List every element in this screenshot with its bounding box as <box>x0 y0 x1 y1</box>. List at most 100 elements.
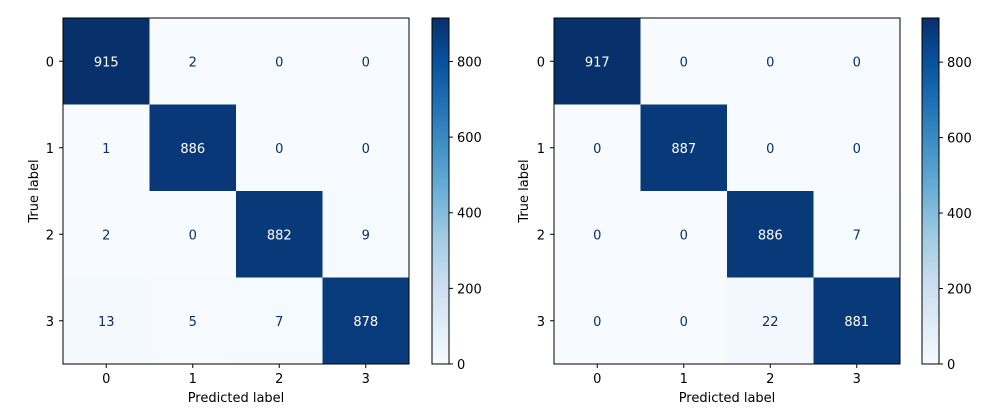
cell-value-r2-c0: 2 <box>102 228 110 243</box>
colorbar-tick-label: 200 <box>457 282 482 297</box>
x-axis-label: Predicted label <box>188 391 285 406</box>
cell-r0-c2 <box>236 18 323 105</box>
cell-r3-c0 <box>554 277 641 365</box>
colorbar-ticks: 0 200 400 600 800 <box>449 55 482 373</box>
y-ticks: 0 1 2 3 <box>46 55 63 330</box>
colorbar-tick-label: 0 <box>947 358 955 373</box>
cell-value-r1-c3: 0 <box>853 142 861 157</box>
x-tick-label: 1 <box>189 372 197 387</box>
matrix-cells: 915 2 0 0 1 886 0 0 2 0 882 9 13 5 7 878 <box>63 18 410 365</box>
y-tick-label: 0 <box>537 55 545 70</box>
cell-r1-c0 <box>63 104 150 192</box>
cell-value-r3-c1: 5 <box>189 315 197 330</box>
cell-r2-c0 <box>63 191 150 278</box>
x-ticks: 0 1 2 3 <box>593 364 861 387</box>
x-tick-label: 0 <box>593 372 601 387</box>
colorbar-tick-label: 400 <box>947 207 972 222</box>
x-tick-label: 0 <box>102 372 110 387</box>
colorbar-ticks: 0 200 400 600 800 <box>939 56 972 373</box>
cell-value-r1-c3: 0 <box>362 142 370 157</box>
x-tick-label: 3 <box>362 372 370 387</box>
y-axis-label: True label <box>27 159 42 223</box>
cell-r0-c1 <box>640 18 728 105</box>
colorbar-tick-label: 800 <box>947 56 972 71</box>
cell-value-r0-c0: 917 <box>585 55 610 70</box>
cell-r0-c3 <box>322 18 410 105</box>
colorbar-tick-label: 600 <box>457 131 482 146</box>
cell-value-r3-c0: 13 <box>98 315 115 330</box>
x-tick-label: 2 <box>275 372 283 387</box>
cell-r3-c3 <box>322 277 410 365</box>
colorbar: 0 200 400 600 800 <box>921 17 972 373</box>
matrix-frame <box>553 17 901 365</box>
y-tick-label: 1 <box>537 142 545 157</box>
y-axis-label: True label <box>517 159 532 223</box>
cell-value-r0-c1: 0 <box>680 55 688 70</box>
cell-r1-c2 <box>727 104 814 192</box>
cell-r2-c2 <box>727 191 814 278</box>
colorbar-tick-label: 600 <box>947 132 972 147</box>
cell-value-r0-c1: 2 <box>189 55 197 70</box>
cell-r2-c3 <box>322 191 410 278</box>
cell-value-r0-c3: 0 <box>853 55 861 70</box>
colorbar-tick-label: 800 <box>457 55 482 70</box>
cell-r2-c2 <box>236 191 323 278</box>
cell-value-r2-c1: 0 <box>680 228 688 243</box>
colorbar-tick-label: 400 <box>457 207 482 222</box>
cell-r0-c2 <box>727 18 814 105</box>
cell-r3-c1 <box>149 277 237 365</box>
cell-value-r1-c2: 0 <box>275 142 283 157</box>
cell-r1-c1 <box>149 104 237 192</box>
y-tick-label: 0 <box>46 55 54 70</box>
cell-value-r1-c0: 1 <box>102 142 110 157</box>
cell-value-r1-c1: 886 <box>180 142 205 157</box>
colorbar-gradient <box>431 17 450 365</box>
matrix-cells: 917 0 0 0 0 887 0 0 0 0 886 7 0 0 22 881 <box>554 18 901 365</box>
cell-r1-c3 <box>813 104 901 192</box>
cell-r3-c3 <box>813 277 901 365</box>
cell-r1-c2 <box>236 104 323 192</box>
cell-value-r0-c0: 915 <box>94 55 119 70</box>
cell-r3-c2 <box>727 277 814 365</box>
cell-value-r2-c3: 9 <box>362 228 370 243</box>
cell-value-r2-c3: 7 <box>853 228 861 243</box>
x-axis-label: Predicted label <box>679 391 776 406</box>
cell-value-r2-c2: 886 <box>758 228 783 243</box>
cell-r2-c0 <box>554 191 641 278</box>
cell-value-r2-c1: 0 <box>189 228 197 243</box>
cell-r2-c1 <box>640 191 728 278</box>
y-tick-label: 2 <box>46 228 54 243</box>
matrix-frame <box>62 17 410 365</box>
colorbar-tick-label: 0 <box>457 358 465 373</box>
x-ticks: 0 1 2 3 <box>102 364 370 387</box>
cell-r0-c0 <box>554 18 641 105</box>
cell-value-r0-c2: 0 <box>275 55 283 70</box>
y-tick-label: 3 <box>46 315 54 330</box>
cell-r1-c0 <box>554 104 641 192</box>
x-tick-label: 3 <box>853 372 861 387</box>
cell-value-r3-c3: 878 <box>353 315 378 330</box>
colorbar: 0 200 400 600 800 <box>431 17 482 373</box>
cell-value-r3-c2: 7 <box>275 315 283 330</box>
colorbar-gradient <box>921 17 940 365</box>
y-tick-label: 2 <box>537 228 545 243</box>
cell-value-r3-c1: 0 <box>680 315 688 330</box>
cell-r0-c0 <box>63 18 150 105</box>
x-tick-label: 2 <box>766 372 774 387</box>
cell-r3-c2 <box>236 277 323 365</box>
cell-r2-c3 <box>813 191 901 278</box>
cell-r3-c0 <box>63 277 150 365</box>
cell-value-r3-c0: 0 <box>593 315 601 330</box>
cell-value-r1-c1: 887 <box>671 142 696 157</box>
y-tick-label: 1 <box>46 142 54 157</box>
y-tick-label: 3 <box>537 315 545 330</box>
cell-value-r3-c3: 881 <box>844 315 869 330</box>
cell-value-r0-c2: 0 <box>766 55 774 70</box>
y-ticks: 0 1 2 3 <box>537 55 554 330</box>
cell-r3-c1 <box>640 277 728 365</box>
colorbar-tick-label: 200 <box>947 283 972 298</box>
cell-value-r1-c0: 0 <box>593 142 601 157</box>
cell-r2-c1 <box>149 191 237 278</box>
